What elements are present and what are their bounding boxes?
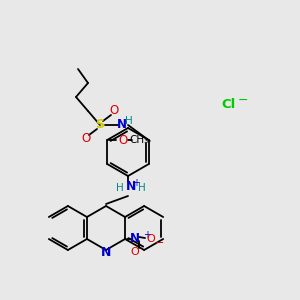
Text: H: H (116, 183, 124, 193)
Text: O: O (118, 134, 128, 146)
Text: O: O (110, 104, 118, 118)
Text: −: − (154, 238, 164, 248)
Text: O: O (81, 133, 91, 146)
Text: O: O (147, 234, 155, 244)
Text: N: N (101, 245, 111, 259)
Text: N: N (126, 179, 136, 193)
Text: H: H (138, 183, 146, 193)
Text: −: − (238, 94, 248, 106)
Text: O: O (131, 247, 140, 257)
Text: +: + (132, 178, 140, 188)
Text: H: H (125, 116, 133, 126)
Text: CH₃: CH₃ (130, 135, 149, 145)
Text: N: N (117, 118, 127, 131)
Text: +: + (143, 230, 151, 240)
Text: N: N (130, 232, 140, 245)
Text: Cl: Cl (221, 98, 235, 112)
Text: S: S (95, 118, 104, 131)
